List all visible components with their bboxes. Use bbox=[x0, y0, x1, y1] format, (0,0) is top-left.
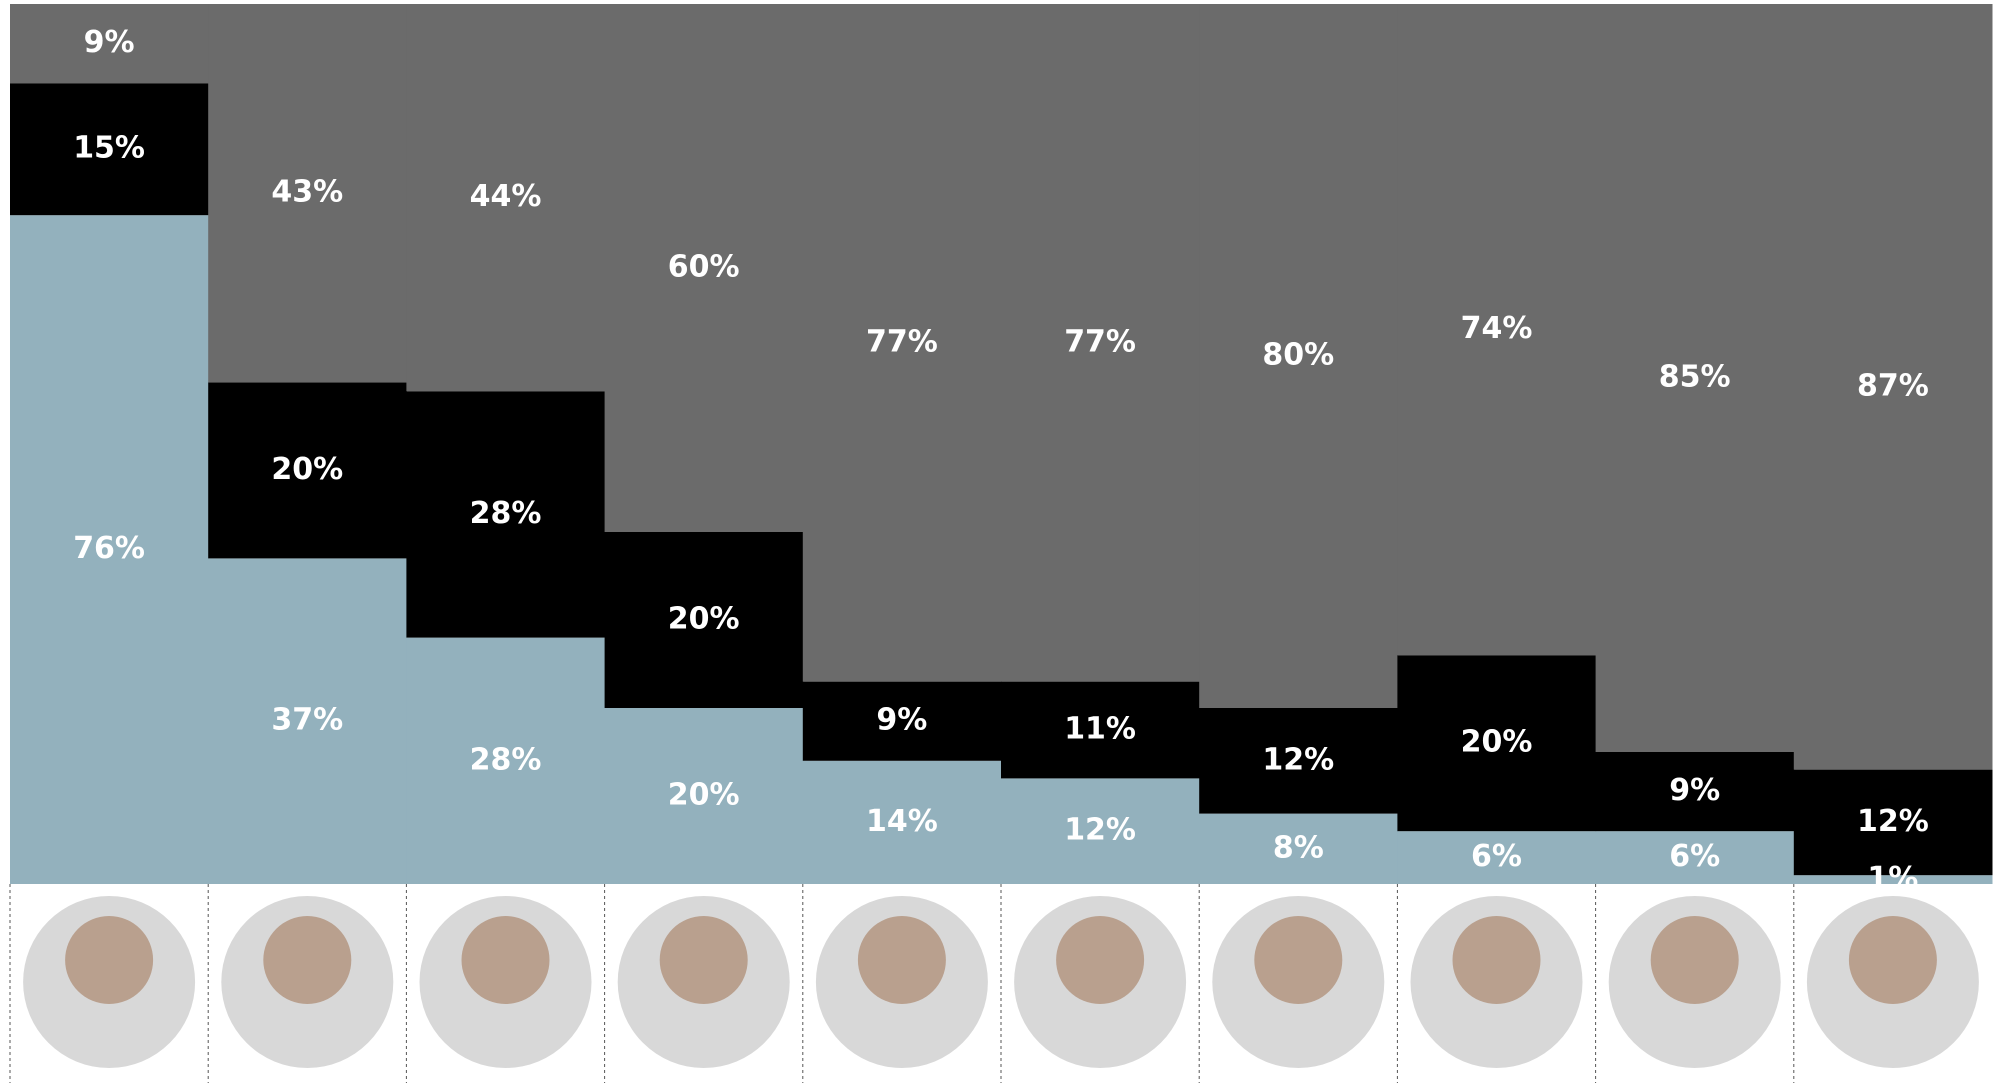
data-label: 20% bbox=[668, 778, 740, 813]
data-label: 37% bbox=[271, 703, 343, 738]
data-label: 14% bbox=[866, 804, 938, 839]
data-label: 20% bbox=[271, 452, 343, 487]
portrait-head bbox=[659, 916, 748, 1004]
bar-segment bbox=[802, 760, 1002, 884]
portrait-head bbox=[263, 916, 352, 1004]
portrait-head bbox=[1650, 916, 1739, 1004]
bar-segment bbox=[1595, 4, 1795, 752]
bar-segment bbox=[1001, 4, 1200, 682]
bar-segment bbox=[1001, 681, 1200, 779]
bar-segment bbox=[10, 4, 209, 84]
bar-segment bbox=[1793, 769, 1993, 876]
bar-segment bbox=[1199, 708, 1398, 814]
bar-segment bbox=[1595, 831, 1795, 884]
data-label: 20% bbox=[1461, 725, 1533, 760]
data-label: 9% bbox=[84, 25, 135, 60]
bar-segment bbox=[406, 391, 606, 638]
bar-segment bbox=[1595, 752, 1795, 832]
data-label: 43% bbox=[271, 175, 343, 210]
data-label: 6% bbox=[1471, 839, 1522, 874]
bar-segment bbox=[406, 4, 606, 392]
bar-segment bbox=[1397, 831, 1597, 884]
data-label: 60% bbox=[668, 250, 740, 285]
data-label: 77% bbox=[866, 324, 938, 359]
data-label: 6% bbox=[1669, 839, 1720, 874]
data-label: 76% bbox=[73, 531, 145, 566]
bar-segment bbox=[1001, 778, 1200, 884]
bar-segment bbox=[208, 558, 407, 884]
data-label: 28% bbox=[470, 496, 542, 531]
bar-segment bbox=[1199, 813, 1398, 884]
bar-segment bbox=[1793, 4, 1993, 770]
bar-segment bbox=[208, 4, 407, 383]
data-label: 12% bbox=[1262, 742, 1334, 777]
portrait-head bbox=[1452, 916, 1541, 1004]
bar-segment bbox=[10, 215, 209, 884]
bar-segment bbox=[1793, 875, 1993, 884]
data-label: 85% bbox=[1659, 360, 1731, 395]
bar-segment bbox=[802, 681, 1002, 761]
data-label: 1% bbox=[1867, 861, 1918, 896]
portrait-head bbox=[1056, 916, 1145, 1004]
bar-segment bbox=[10, 83, 209, 216]
data-label: 9% bbox=[1669, 773, 1720, 808]
data-label: 87% bbox=[1857, 368, 1929, 403]
data-label: 15% bbox=[73, 131, 145, 166]
bar-segment bbox=[1199, 4, 1398, 708]
portrait-head bbox=[461, 916, 550, 1004]
portrait-head bbox=[65, 916, 154, 1004]
bar-segment bbox=[1397, 4, 1597, 656]
portrait-head bbox=[1254, 916, 1343, 1004]
bar-segment bbox=[604, 4, 804, 532]
portrait-head bbox=[857, 916, 946, 1004]
bar-segment bbox=[406, 637, 606, 884]
data-label: 11% bbox=[1064, 712, 1136, 747]
bar-segment bbox=[208, 382, 407, 559]
portrait-head bbox=[1848, 916, 1937, 1004]
bar-segment bbox=[604, 708, 804, 884]
data-label: 80% bbox=[1262, 338, 1334, 373]
data-label: 12% bbox=[1857, 804, 1929, 839]
data-label: 44% bbox=[470, 179, 542, 214]
data-label: 20% bbox=[668, 602, 740, 637]
data-label: 9% bbox=[876, 703, 927, 738]
data-label: 28% bbox=[470, 742, 542, 777]
data-label: 77% bbox=[1064, 324, 1136, 359]
bar-segment bbox=[802, 4, 1002, 682]
bar-segment bbox=[604, 532, 804, 708]
data-label: 8% bbox=[1273, 830, 1324, 865]
data-label: 74% bbox=[1461, 311, 1533, 346]
data-label: 12% bbox=[1064, 813, 1136, 848]
bar-segment bbox=[1397, 655, 1597, 832]
